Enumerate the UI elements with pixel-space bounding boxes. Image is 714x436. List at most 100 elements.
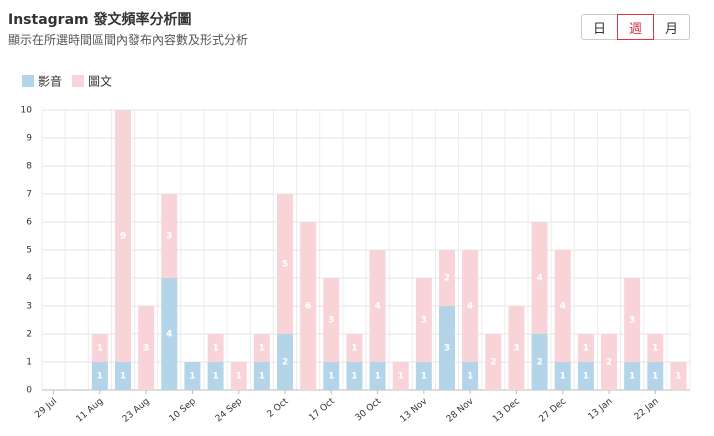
bar-segment bbox=[601, 334, 617, 390]
bar-segment bbox=[346, 334, 363, 362]
y-tick-label: 2 bbox=[26, 330, 32, 340]
data-label: 2 bbox=[444, 274, 450, 284]
y-tick-label: 7 bbox=[26, 190, 32, 200]
legend-swatch bbox=[72, 75, 84, 87]
data-label: 9 bbox=[120, 232, 126, 242]
bar-segment bbox=[624, 278, 641, 362]
data-label: 4 bbox=[536, 274, 542, 284]
x-tick-label: 13 Dec bbox=[491, 397, 522, 425]
x-tick-label: 11 Aug bbox=[75, 397, 106, 425]
bar-segment bbox=[647, 334, 664, 362]
bar-segment bbox=[161, 278, 178, 390]
subtitle: 顯示在所選時間區間內發布內容數及形式分析 bbox=[8, 33, 249, 47]
data-label: 1 bbox=[259, 372, 265, 382]
data-label: 1 bbox=[259, 344, 265, 354]
data-label: 3 bbox=[513, 344, 519, 354]
bar-segment bbox=[415, 278, 432, 362]
data-label: 1 bbox=[351, 344, 357, 354]
data-label: 1 bbox=[236, 372, 242, 382]
x-tick-label: 22 Jan bbox=[633, 397, 661, 423]
data-label: 1 bbox=[212, 372, 218, 382]
view-button[interactable]: 日 bbox=[581, 14, 618, 40]
y-tick-label: 1 bbox=[26, 358, 32, 368]
title: Instagram 發文頻率分析圖 bbox=[8, 12, 192, 28]
data-label: 1 bbox=[120, 372, 126, 382]
data-label: 2 bbox=[490, 358, 496, 368]
data-label: 3 bbox=[143, 344, 149, 354]
data-label: 1 bbox=[374, 372, 380, 382]
bar-segment bbox=[277, 334, 293, 390]
bar-segment bbox=[439, 306, 455, 390]
bar-segment bbox=[300, 222, 317, 390]
bar-segment bbox=[531, 334, 548, 390]
y-tick-label: 6 bbox=[26, 218, 32, 228]
bar-segment bbox=[253, 334, 270, 362]
view-button[interactable]: 月 bbox=[653, 14, 690, 40]
legend-swatch bbox=[22, 75, 34, 87]
bar-segment bbox=[323, 362, 340, 390]
bar-segment bbox=[230, 362, 247, 390]
bar-segment bbox=[253, 362, 270, 390]
view-toggle: 日週月 bbox=[581, 14, 690, 40]
x-tick-label: 13 Nov bbox=[399, 396, 430, 425]
bar-segment bbox=[554, 250, 571, 362]
bar-segment bbox=[439, 250, 455, 306]
legend-label: 影音 bbox=[38, 74, 62, 89]
x-tick-label: 23 Aug bbox=[121, 397, 152, 425]
data-label: 1 bbox=[97, 372, 103, 382]
data-label: 1 bbox=[583, 372, 589, 382]
data-label: 3 bbox=[629, 316, 635, 326]
data-label: 1 bbox=[97, 344, 103, 354]
data-label: 2 bbox=[536, 358, 542, 368]
x-tick-label: 10 Sep bbox=[168, 396, 199, 424]
data-label: 4 bbox=[166, 330, 172, 340]
data-label: 4 bbox=[467, 302, 473, 312]
bar-segment bbox=[277, 194, 293, 334]
bar-segment bbox=[207, 362, 224, 390]
x-tick-label: 13 Jan bbox=[587, 397, 615, 423]
data-label: 1 bbox=[675, 372, 681, 382]
data-label: 1 bbox=[652, 344, 658, 354]
bar-segment bbox=[647, 362, 664, 390]
data-label: 3 bbox=[328, 316, 334, 326]
data-label: 1 bbox=[212, 344, 218, 354]
bar-segment bbox=[346, 362, 363, 390]
bar-segment bbox=[161, 194, 178, 278]
bar-segment bbox=[392, 362, 409, 390]
bar-segment bbox=[624, 362, 641, 390]
bar-segment bbox=[462, 250, 479, 362]
bar-segment bbox=[577, 362, 594, 390]
data-label: 1 bbox=[652, 372, 658, 382]
y-tick-label: 3 bbox=[26, 302, 32, 312]
y-tick-label: 0 bbox=[26, 386, 32, 396]
data-label: 2 bbox=[606, 358, 612, 368]
data-label: 1 bbox=[629, 372, 635, 382]
y-tick-label: 10 bbox=[21, 106, 33, 116]
y-tick-label: 5 bbox=[26, 246, 32, 256]
data-label: 1 bbox=[189, 372, 195, 382]
data-label: 3 bbox=[421, 316, 427, 326]
bar-segment bbox=[531, 222, 548, 334]
view-button[interactable]: 週 bbox=[617, 14, 654, 40]
bar-segment bbox=[91, 362, 108, 390]
bar-segment bbox=[207, 334, 224, 362]
bar-segment bbox=[323, 278, 340, 362]
y-tick-label: 4 bbox=[26, 274, 32, 284]
bar-segment bbox=[184, 362, 201, 390]
bar-segment bbox=[670, 362, 687, 390]
bar-segment bbox=[91, 334, 108, 362]
data-label: 6 bbox=[305, 302, 311, 312]
data-label: 1 bbox=[398, 372, 404, 382]
x-tick-label: 24 Sep bbox=[214, 396, 245, 424]
bar-segment bbox=[577, 334, 594, 362]
bar-segment bbox=[462, 362, 479, 390]
bar-segment bbox=[554, 362, 571, 390]
data-label: 3 bbox=[166, 232, 172, 242]
bar-segment bbox=[485, 334, 502, 390]
data-label: 1 bbox=[328, 372, 334, 382]
bar-segment bbox=[115, 110, 131, 362]
data-label: 4 bbox=[374, 302, 380, 312]
data-label: 4 bbox=[560, 302, 566, 312]
